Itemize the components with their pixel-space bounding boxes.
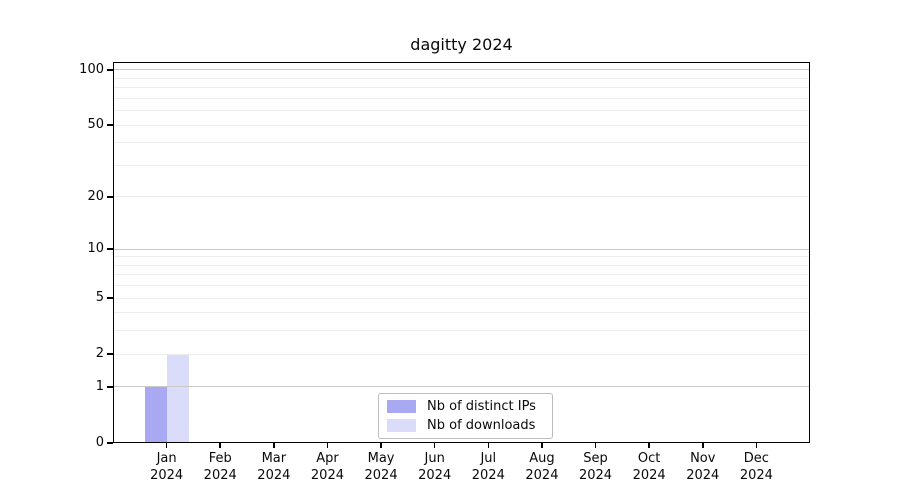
- bar-nb-of-downloads-jan: [166, 354, 189, 443]
- y-tick-5: [107, 297, 113, 299]
- x-tick-month: Nov: [690, 451, 716, 466]
- x-tick-month: Oct: [637, 451, 661, 466]
- x-tick-mar: [273, 443, 275, 448]
- x-tick-month: Jun: [424, 451, 445, 466]
- y-tick-100: [107, 69, 113, 71]
- gridline-minor-8: [113, 264, 810, 266]
- x-tick-year: 2024: [418, 468, 452, 483]
- x-tick-year: 2024: [632, 468, 666, 483]
- x-tick-label-jul: Jul 2024: [458, 450, 518, 484]
- x-tick-label-mar: Mar 2024: [244, 450, 304, 484]
- y-tick-label-100: 100: [79, 61, 104, 77]
- x-tick-year: 2024: [686, 468, 720, 483]
- x-tick-month: Dec: [743, 451, 769, 466]
- y-tick-50: [107, 124, 113, 126]
- x-tick-year: 2024: [471, 468, 505, 483]
- gridline-minor-7: [113, 274, 810, 276]
- gridline-major-1: [113, 386, 810, 388]
- legend-item-downloads: Nb of downloads: [387, 418, 544, 434]
- y-tick-20: [107, 196, 113, 198]
- y-tick-label-0: 0: [95, 435, 104, 450]
- x-tick-year: 2024: [203, 468, 237, 483]
- x-tick-label-feb: Feb 2024: [190, 450, 250, 484]
- x-tick-year: 2024: [578, 468, 613, 483]
- x-tick-label-may: May 2024: [351, 450, 411, 484]
- x-tick-nov: [702, 443, 704, 448]
- gridline-minor-5: [113, 297, 810, 299]
- y-tick-label-2: 2: [95, 346, 104, 362]
- y-tick-label-10: 10: [87, 241, 104, 257]
- gridline-minor-3: [113, 330, 810, 332]
- y-tick-0: [107, 442, 113, 444]
- x-tick-label-jun: Jun 2024: [405, 450, 465, 484]
- x-tick-month: Jul: [480, 451, 497, 466]
- x-tick-label-apr: Apr 2024: [297, 450, 357, 484]
- y-tick-10: [107, 248, 113, 250]
- y-tick-label-20: 20: [87, 188, 104, 204]
- legend: Nb of distinct IPs Nb of downloads: [378, 393, 553, 439]
- legend-label-downloads: Nb of downloads: [427, 418, 536, 433]
- y-tick-label-50: 50: [87, 117, 104, 133]
- legend-label-distinct-ips: Nb of distinct IPs: [427, 399, 536, 414]
- gridline-minor-80: [113, 87, 810, 89]
- x-tick-month: Sep: [583, 451, 608, 466]
- gridline-major-10: [113, 248, 810, 250]
- gridline-minor-70: [113, 97, 810, 99]
- y-tick-1: [107, 386, 113, 388]
- x-tick-label-dec: Dec 2024: [726, 450, 786, 484]
- gridline-minor-4: [113, 312, 810, 314]
- gridline-minor-6: [113, 285, 810, 287]
- plot-area: [113, 62, 810, 443]
- x-tick-year: 2024: [739, 468, 773, 483]
- y-tick-label-5: 5: [95, 290, 104, 306]
- x-tick-label-oct: Oct 2024: [619, 450, 679, 484]
- x-tick-month: Jan: [156, 451, 177, 466]
- x-tick-label-sep: Sep 2024: [566, 450, 626, 484]
- x-tick-jul: [487, 443, 490, 448]
- x-tick-month: Aug: [529, 451, 555, 466]
- x-tick-sep: [594, 443, 597, 448]
- y-tick-label-1: 1: [95, 378, 104, 394]
- bar-nb-of-distinct-ips-jan: [144, 386, 167, 443]
- x-tick-month: Mar: [261, 451, 287, 466]
- x-tick-dec: [755, 443, 758, 448]
- x-tick-label-jan: Jan 2024: [137, 450, 197, 484]
- x-tick-year: 2024: [525, 468, 559, 483]
- chart-title: dagitty 2024: [410, 35, 513, 54]
- gridline-minor-9: [113, 256, 810, 258]
- x-tick-label-nov: Nov 2024: [673, 450, 733, 484]
- x-tick-aug: [541, 443, 543, 448]
- x-tick-month: Feb: [208, 451, 232, 466]
- gridline-minor-30: [113, 164, 810, 166]
- legend-swatch-downloads: [387, 419, 416, 432]
- x-tick-oct: [648, 443, 650, 448]
- legend-item-distinct-ips: Nb of distinct IPs: [387, 399, 544, 415]
- x-tick-month: Apr: [316, 451, 339, 466]
- x-tick-jun: [433, 443, 436, 448]
- gridline-minor-2: [113, 353, 810, 355]
- x-tick-jan: [165, 443, 168, 448]
- gridline-minor-60: [113, 110, 810, 112]
- gridline-minor-40: [113, 142, 810, 144]
- gridline-minor-50: [113, 124, 810, 126]
- x-tick-year: 2024: [257, 468, 291, 483]
- x-tick-apr: [326, 443, 329, 448]
- x-tick-feb: [219, 443, 221, 448]
- y-tick-2: [107, 353, 113, 355]
- gridline-minor-90: [113, 77, 810, 79]
- gridline-minor-20: [113, 196, 810, 198]
- x-tick-month: May: [367, 451, 395, 466]
- gridline-major-100: [113, 69, 810, 71]
- x-tick-year: 2024: [310, 468, 344, 483]
- x-tick-label-aug: Aug 2024: [512, 450, 572, 484]
- x-tick-year: 2024: [364, 468, 398, 483]
- x-tick-may: [380, 443, 382, 448]
- x-tick-year: 2024: [150, 468, 184, 483]
- legend-swatch-distinct-ips: [387, 400, 416, 413]
